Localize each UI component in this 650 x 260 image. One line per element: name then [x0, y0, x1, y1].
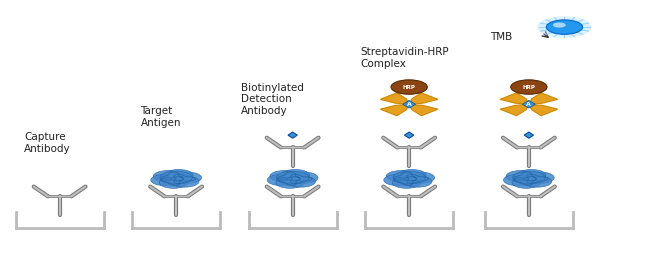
Text: TMB: TMB — [490, 32, 512, 42]
Text: HRP: HRP — [523, 84, 536, 89]
Circle shape — [552, 22, 566, 28]
Circle shape — [538, 16, 592, 38]
Circle shape — [517, 170, 546, 181]
Circle shape — [289, 172, 318, 183]
Polygon shape — [409, 93, 438, 104]
Circle shape — [170, 176, 199, 187]
Polygon shape — [404, 132, 414, 138]
Text: Target
Antigen: Target Antigen — [140, 106, 181, 128]
Circle shape — [386, 171, 415, 182]
Circle shape — [384, 174, 412, 186]
Circle shape — [276, 177, 304, 188]
Text: Capture
Antibody: Capture Antibody — [24, 132, 71, 154]
Polygon shape — [529, 93, 558, 104]
Circle shape — [159, 177, 188, 188]
Text: A: A — [526, 102, 531, 107]
Circle shape — [504, 174, 532, 186]
Text: A: A — [407, 102, 411, 107]
Text: Biotinylated
Detection
Antibody: Biotinylated Detection Antibody — [241, 82, 304, 116]
Circle shape — [391, 80, 427, 94]
Circle shape — [526, 172, 554, 183]
Text: Streptavidin-HRP
Complex: Streptavidin-HRP Complex — [361, 47, 449, 69]
Polygon shape — [500, 104, 529, 116]
Circle shape — [513, 171, 545, 184]
Polygon shape — [523, 100, 536, 108]
Circle shape — [506, 171, 534, 182]
Circle shape — [512, 177, 541, 188]
Circle shape — [160, 171, 192, 184]
Circle shape — [398, 170, 426, 181]
Circle shape — [523, 176, 552, 187]
Circle shape — [151, 174, 179, 186]
Circle shape — [281, 170, 309, 181]
Circle shape — [270, 171, 298, 182]
Circle shape — [287, 176, 315, 187]
Circle shape — [511, 80, 547, 94]
Circle shape — [276, 171, 309, 184]
Circle shape — [547, 20, 582, 34]
Circle shape — [406, 172, 434, 183]
Polygon shape — [380, 93, 409, 104]
Polygon shape — [529, 104, 558, 116]
Circle shape — [404, 176, 432, 187]
Circle shape — [164, 170, 193, 181]
Polygon shape — [500, 93, 529, 104]
Polygon shape — [409, 104, 438, 116]
Polygon shape — [288, 132, 297, 138]
Circle shape — [393, 171, 425, 184]
Circle shape — [393, 177, 421, 188]
Polygon shape — [524, 132, 534, 138]
Polygon shape — [402, 100, 415, 108]
Circle shape — [153, 171, 182, 182]
Polygon shape — [380, 104, 409, 116]
Text: HRP: HRP — [403, 84, 415, 89]
Circle shape — [173, 172, 202, 183]
Circle shape — [267, 174, 296, 186]
